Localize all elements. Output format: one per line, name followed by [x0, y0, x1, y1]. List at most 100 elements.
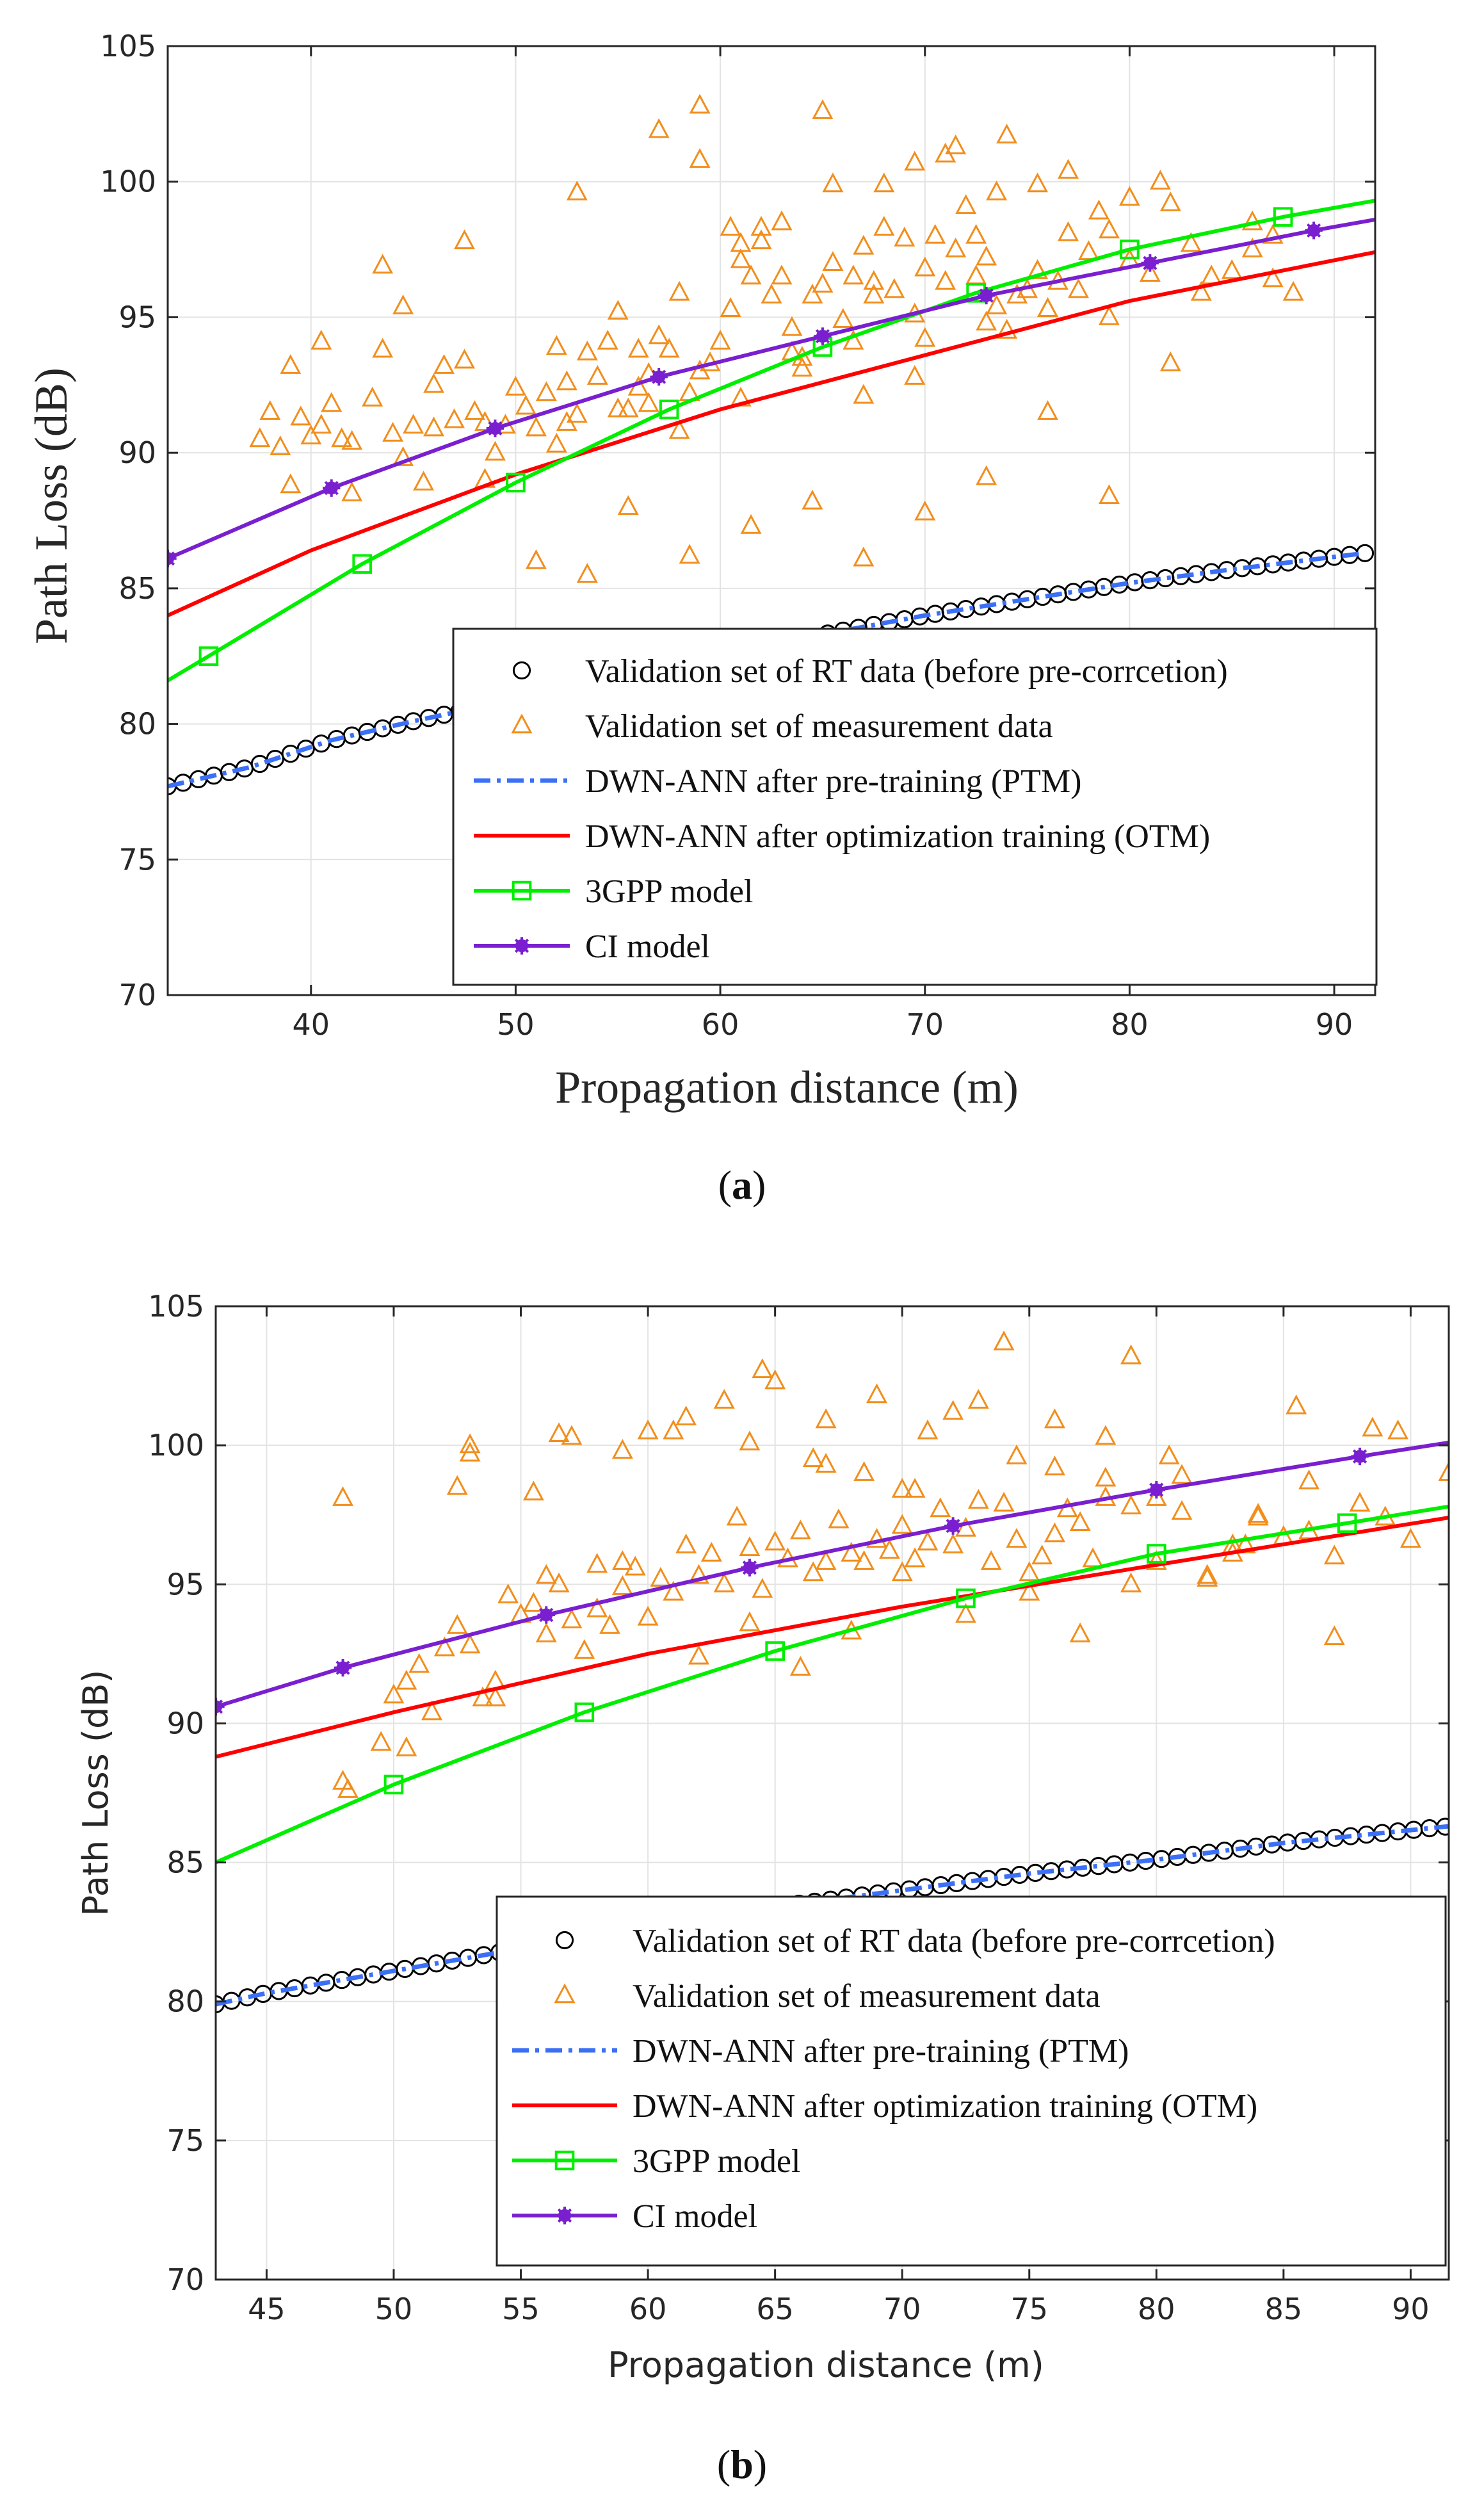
measurement-point [280, 473, 302, 494]
ci-point-ray [1307, 223, 1321, 238]
gpp-point [1337, 1513, 1357, 1534]
measurement-point [1044, 1522, 1065, 1543]
measurement-point [976, 311, 997, 331]
measurement-point [1323, 1544, 1345, 1565]
measurement-point [689, 93, 711, 114]
measurement-point [713, 1572, 735, 1592]
y-tick-label: 100 [100, 165, 156, 199]
measurement-point [1241, 237, 1263, 257]
gpp-line [168, 199, 1375, 683]
measurement-point [1200, 264, 1222, 285]
ci-point [323, 479, 341, 497]
measurement-point [433, 354, 455, 374]
measurement-point [515, 394, 536, 415]
rt-point [1294, 551, 1313, 570]
ci-point-ray [742, 1560, 757, 1575]
measurement-point [771, 210, 793, 231]
subfigure-label-a: (a) [718, 1162, 766, 1208]
measurement-point [802, 283, 823, 304]
measurement-point [700, 1541, 722, 1562]
y-tick-label: 75 [118, 842, 156, 877]
rt-point [373, 719, 392, 738]
measurement-point [382, 421, 404, 442]
measurement-point [1171, 1464, 1193, 1484]
y-tick-label: 80 [118, 707, 156, 741]
measurement-point [853, 546, 875, 567]
legend-marker-ci [513, 937, 531, 955]
measurement-point [935, 270, 956, 290]
measurement-point [689, 148, 711, 168]
measurement-point [1095, 1425, 1117, 1445]
chart-a-x-axis-label: Propagation distance (m) [555, 1062, 1019, 1113]
ci-point [977, 286, 996, 305]
measurement-point [1349, 1491, 1371, 1512]
measurement-point [828, 1508, 850, 1528]
measurement-point [955, 1516, 976, 1537]
measurement-point [1037, 400, 1059, 420]
y-tick-label: 100 [148, 1428, 204, 1463]
legend-label-gpp: 3GPP model [585, 873, 753, 910]
gpp-point [659, 400, 679, 419]
gpp-line [216, 1504, 1449, 1865]
measurement-point [484, 441, 506, 461]
y-tick-label: 105 [100, 29, 156, 63]
measurement-point [752, 1578, 773, 1598]
ci-point-ray [979, 288, 994, 303]
legend-marker-ci-ray [557, 2208, 572, 2223]
legend-marker-meas [554, 1983, 576, 2004]
ci-point-ray [324, 481, 339, 496]
measurement-point [454, 229, 476, 250]
measurement-point [917, 1419, 939, 1439]
measurement-point [914, 327, 936, 347]
measurement-point [1098, 218, 1120, 239]
x-tick-label: 50 [375, 2292, 413, 2326]
measurement-point [750, 229, 772, 250]
chart-b-x-axis-label: Propagation distance (m) [608, 2345, 1044, 2385]
measurement-point [945, 237, 967, 257]
measurement-point [1118, 186, 1140, 206]
measurement-point [574, 1639, 595, 1659]
legend-marker-gpp [512, 880, 532, 901]
measurement-point [740, 514, 762, 534]
measurement-point [464, 400, 485, 420]
measurement-point [1120, 1572, 1142, 1592]
measurement-point [522, 1592, 544, 1612]
measurement-point [866, 1383, 887, 1404]
legend-marker-gpp [554, 2150, 575, 2171]
measurement-point [853, 1550, 875, 1570]
measurement-point [627, 337, 649, 358]
measurement-point [832, 308, 854, 328]
measurement-point [904, 365, 926, 385]
gpp-point [1273, 207, 1293, 227]
legend-label-ci: CI model [633, 2198, 757, 2235]
x-tick-label: 50 [497, 1007, 535, 1042]
measurement-point [249, 427, 271, 448]
measurement-point [1145, 1486, 1167, 1506]
measurement-point [525, 549, 547, 569]
legend-label-otm: DWN-ANN after optimization training (OTM… [633, 2088, 1257, 2125]
measurement-point [1098, 305, 1120, 325]
ci-point-ray [1143, 255, 1157, 270]
x-tick-label: 55 [502, 2292, 540, 2326]
measurement-point [408, 1653, 430, 1673]
measurement-point [370, 1731, 392, 1751]
ci-point-ray [539, 1607, 554, 1623]
measurement-point [1077, 240, 1099, 261]
gpp-point [352, 554, 372, 574]
measurement-point [930, 1497, 951, 1518]
ci-point [486, 419, 504, 437]
measurement-point [522, 1480, 544, 1501]
measurement-point [586, 1597, 608, 1617]
otm-line [168, 250, 1375, 617]
measurement-point [843, 264, 864, 285]
measurement-point [1120, 1495, 1142, 1514]
y-tick-label: 85 [118, 571, 156, 606]
measurement-point [709, 329, 731, 350]
x-tick-label: 80 [1138, 2292, 1175, 2326]
measurement-point [1438, 1461, 1449, 1481]
chart-b-ticks: 45 50 55 60 65 70 75 80 85 90 70 75 80 85 90 95 100 105 [148, 1289, 1449, 2326]
measurement-point [485, 1686, 506, 1706]
gpp-point [956, 1588, 976, 1608]
chart-b-legend-box [496, 1895, 1447, 2267]
chart-a-legend: Validation set of RT data (before pre-co… [452, 628, 1378, 986]
